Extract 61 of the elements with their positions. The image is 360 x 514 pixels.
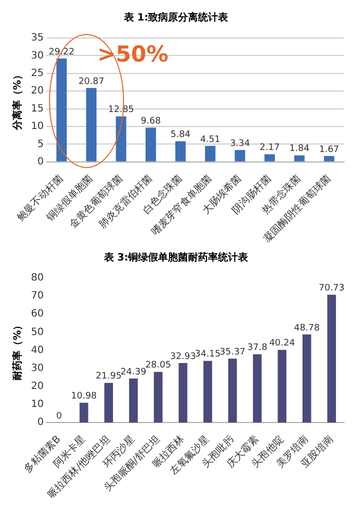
y-tick-label: 5 <box>37 138 44 150</box>
data-label: 1.84 <box>289 144 310 154</box>
bar <box>203 360 212 423</box>
bar <box>175 141 186 162</box>
data-label: 2.17 <box>260 143 280 154</box>
y-tick-label: 0 <box>37 156 44 168</box>
data-label: 37.8 <box>247 343 268 354</box>
bar <box>56 58 67 162</box>
data-label: 34.15 <box>194 350 221 360</box>
y-axis-title: 耐药率（%） <box>12 320 24 380</box>
bar <box>146 128 156 162</box>
y-tick-label: 35 <box>30 32 44 44</box>
data-label: 1.67 <box>319 144 340 155</box>
chart-title: 表 3:铜绿假单胞菌耐药率统计表 <box>102 252 250 264</box>
y-tick-label: 40 <box>30 344 44 356</box>
data-label: 0 <box>56 411 62 422</box>
y-tick-label: 30 <box>30 50 44 62</box>
data-label: 24.39 <box>120 367 147 378</box>
y-tick-label: 10 <box>30 399 44 410</box>
data-label: 35.37 <box>220 347 246 358</box>
bar <box>324 156 334 162</box>
data-label: 48.78 <box>294 323 320 334</box>
bar <box>80 402 88 423</box>
bar <box>278 350 286 423</box>
data-label: 20.87 <box>78 76 104 87</box>
bar <box>129 378 138 423</box>
y-tick-label: 30 <box>30 362 44 374</box>
chart-title: 表 1:致病原分离统计表 <box>122 12 230 24</box>
data-label: 4.51 <box>200 134 220 145</box>
y-tick-label: 25 <box>30 68 44 79</box>
y-axis-title: 分离率（%） <box>12 70 24 131</box>
y-tick-label: 20 <box>30 86 44 97</box>
data-label: 70.73 <box>318 284 344 294</box>
data-label: 5.84 <box>170 130 191 140</box>
bar <box>154 372 163 423</box>
data-label: 3.34 <box>230 138 250 149</box>
bar <box>86 88 97 162</box>
y-tick-label: 70 <box>30 290 44 302</box>
bar <box>228 358 237 423</box>
data-label: 21.95 <box>96 372 122 382</box>
data-label: 28.05 <box>145 360 172 371</box>
bar <box>252 354 262 423</box>
bar <box>327 294 336 423</box>
bar <box>205 146 216 162</box>
data-label: 32.93 <box>170 352 196 362</box>
bar <box>294 155 305 162</box>
data-label: 40.24 <box>269 338 296 349</box>
y-tick-label: 0 <box>37 417 44 428</box>
data-label: 9.68 <box>140 116 162 126</box>
bar <box>234 150 246 162</box>
bar <box>104 382 113 423</box>
y-tick-label: 20 <box>30 381 44 392</box>
bar <box>302 334 312 423</box>
y-tick-label: 80 <box>30 272 44 284</box>
y-tick-label: 10 <box>30 121 44 132</box>
y-tick-label: 50 <box>30 326 44 338</box>
bar <box>178 363 188 423</box>
y-tick-label: 15 <box>30 103 44 114</box>
y-tick-label: 60 <box>30 308 44 320</box>
data-label: 10.98 <box>71 392 98 402</box>
bar <box>264 154 275 162</box>
